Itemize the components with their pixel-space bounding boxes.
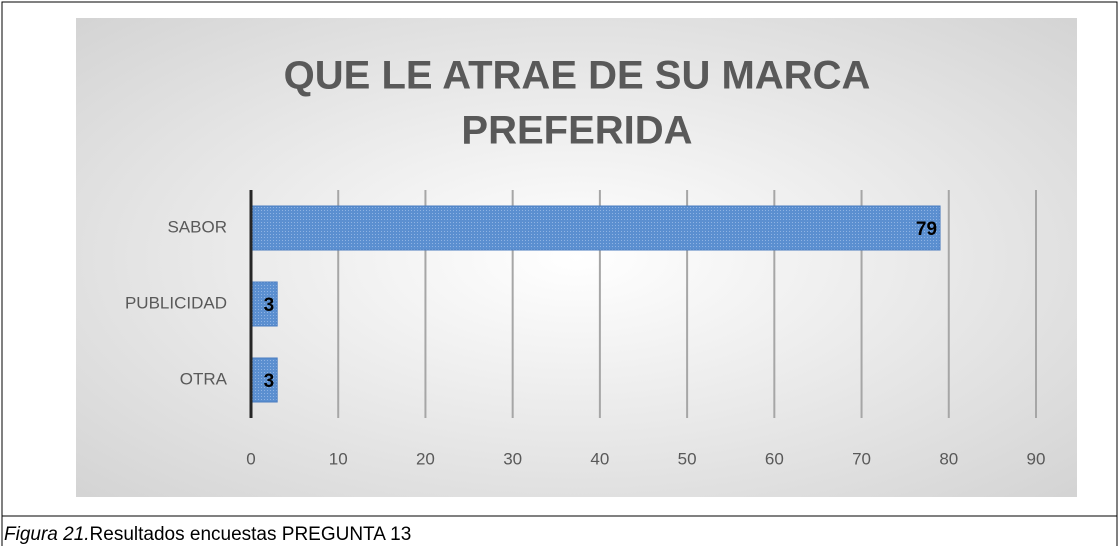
- caption-text: Resultados encuestas PREGUNTA 13: [89, 524, 412, 545]
- x-tick-label: 10: [329, 449, 348, 468]
- y-tick-label: SABOR: [167, 217, 227, 236]
- chart-title: QUE LE ATRAE DE SU MARCA: [284, 54, 871, 98]
- bar: [250, 205, 941, 251]
- bar: [250, 357, 278, 403]
- x-tick-label: 40: [590, 449, 609, 468]
- x-tick-label: 70: [852, 449, 871, 468]
- chart-area: [76, 18, 1077, 497]
- caption: Figura 21.Resultados encuestas PREGUNTA …: [4, 524, 411, 546]
- x-tick-label: 90: [1027, 449, 1046, 468]
- x-tick-label: 20: [416, 449, 435, 468]
- y-tick-label: PUBLICIDAD: [125, 293, 227, 312]
- y-tick-label: OTRA: [180, 369, 228, 388]
- x-tick-label: 80: [939, 449, 958, 468]
- x-tick-label: 60: [765, 449, 784, 468]
- x-tick-label: 30: [503, 449, 522, 468]
- x-tick-label: 0: [246, 449, 255, 468]
- data-label: 79: [916, 219, 937, 240]
- data-label: 3: [264, 295, 275, 316]
- x-tick-label: 50: [678, 449, 697, 468]
- chart-title: PREFERIDA: [461, 109, 692, 153]
- caption-label: Figura 21.: [4, 524, 90, 545]
- data-label: 3: [264, 371, 275, 392]
